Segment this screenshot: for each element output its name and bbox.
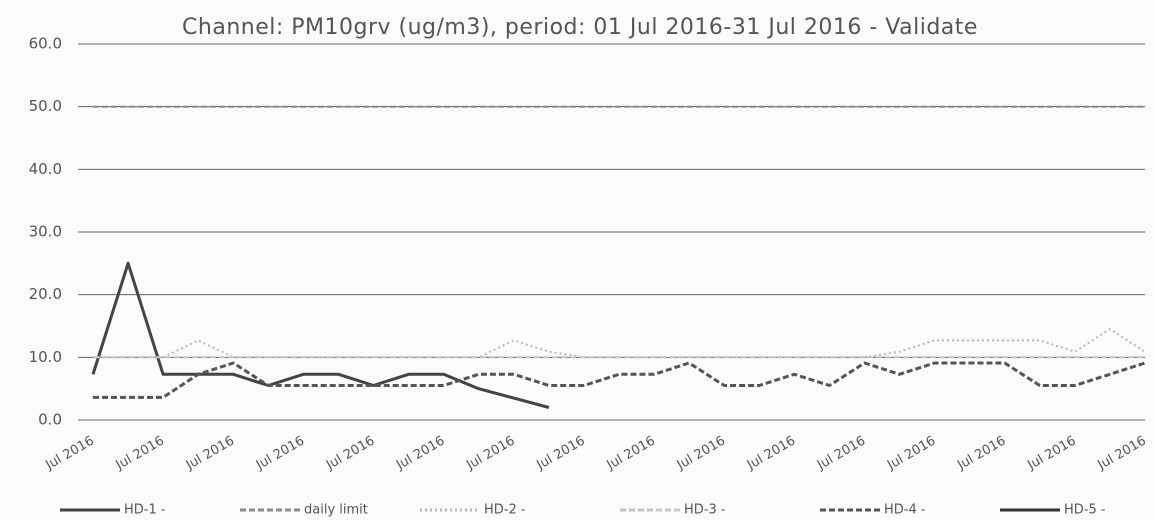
- series-line: [91, 261, 550, 409]
- chart-title: Channel: PM10grv (ug/m3), period: 01 Jul…: [182, 15, 978, 40]
- series-line: [93, 361, 1146, 399]
- y-tick-label: 30.0: [29, 223, 62, 241]
- y-tick-label: 20.0: [29, 285, 62, 303]
- legend-label: HD-5 -: [1064, 503, 1106, 518]
- legend-label: HD-4 -: [884, 503, 926, 518]
- y-tick-label: 0.0: [38, 411, 62, 429]
- y-tick-label: 50.0: [29, 97, 62, 115]
- legend-label: HD-1 -: [124, 503, 166, 518]
- legend-label: HD-3 -: [684, 503, 726, 518]
- y-tick-label: 60.0: [29, 35, 62, 53]
- y-tick-label: 10.0: [29, 348, 62, 366]
- legend-label: HD-2 -: [484, 503, 526, 518]
- y-tick-label: 40.0: [29, 160, 62, 178]
- legend-label: daily limit: [304, 503, 368, 518]
